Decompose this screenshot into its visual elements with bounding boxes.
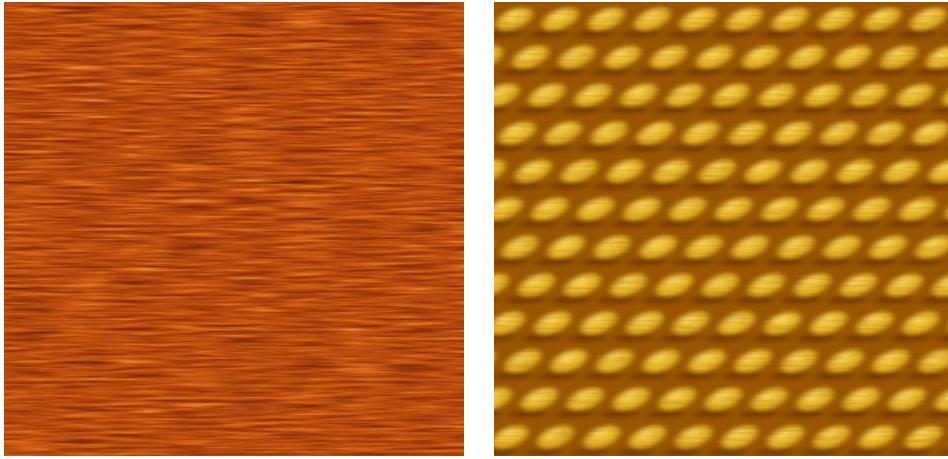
right-scan — [480, 0, 948, 459]
page — [0, 0, 948, 459]
left-scan — [4, 2, 464, 456]
right-scan-streaks — [494, 2, 948, 456]
left-scan-texture — [4, 2, 464, 456]
scan-pair — [0, 0, 948, 459]
